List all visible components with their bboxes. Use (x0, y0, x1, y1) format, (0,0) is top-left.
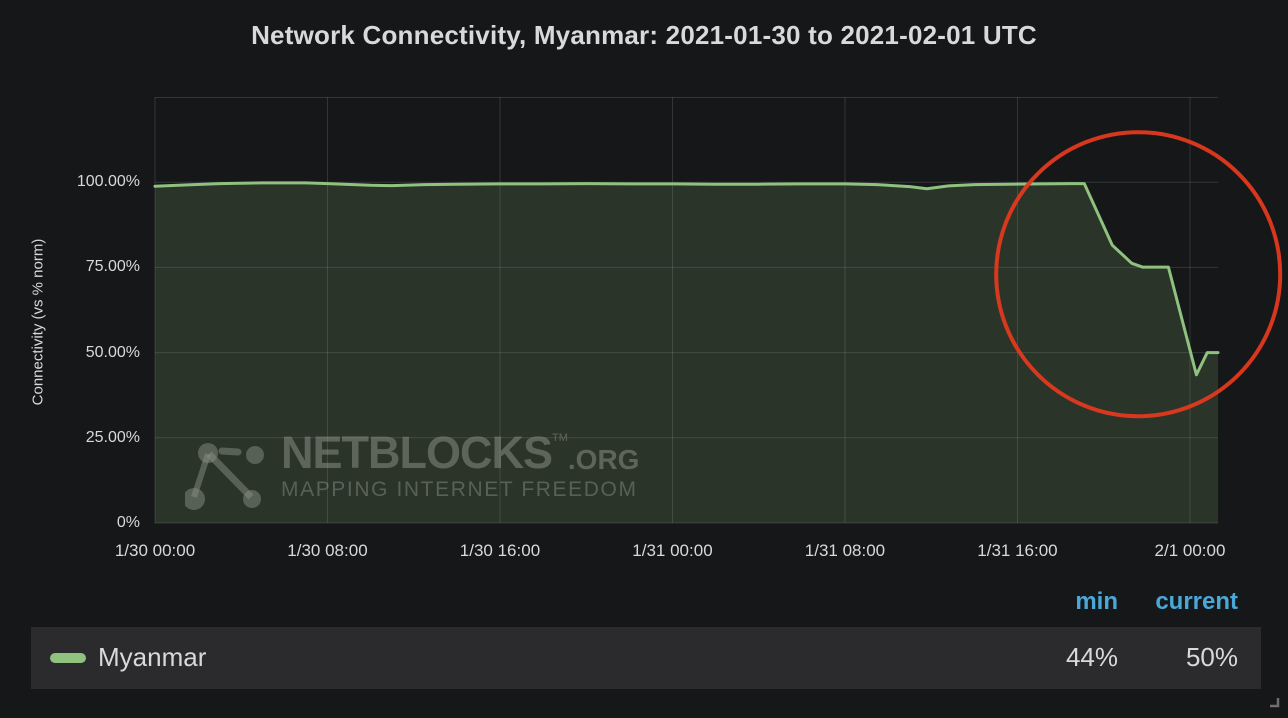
y-axis-tick-labels: 100.00% 75.00% 50.00% 25.00% 0% (0, 97, 148, 531)
x-tick-label: 1/30 00:00 (114, 541, 196, 560)
x-tick-label: 2/1 00:00 (1154, 541, 1226, 560)
y-tick-label: 0% (116, 514, 140, 531)
series-min-value: 44% (1065, 642, 1118, 672)
y-tick-label: 100.00% (76, 173, 140, 191)
legend-row-myanmar[interactable]: Myanmar 44% 50% (31, 627, 1261, 689)
series-color-swatch (50, 653, 86, 663)
x-axis-tick-labels: 1/30 00:00 1/30 08:00 1/30 16:00 1/31 00:00… (115, 541, 1226, 565)
y-tick-label: 50.00% (85, 343, 140, 361)
legend-header-min[interactable]: min (1075, 588, 1118, 615)
x-tick-label: 1/31 08:00 (804, 541, 886, 560)
panel-title: Network Connectivity, Myanmar: 2021-01-3… (251, 20, 1037, 50)
legend-header-row: min current (0, 588, 1288, 618)
series-line (153, 181, 1220, 377)
series-name-label[interactable]: Myanmar (98, 642, 207, 672)
x-tick-label: 1/31 00:00 (632, 541, 713, 560)
x-tick-label: 1/31 16:00 (977, 541, 1058, 560)
legend-header-current[interactable]: current (1155, 588, 1238, 615)
y-tick-label: 25.00% (85, 428, 140, 446)
series-current-value: 50% (1185, 642, 1238, 672)
x-tick-label: 1/30 16:00 (459, 541, 541, 560)
panel-resize-handle[interactable] (1266, 694, 1280, 708)
x-tick-label: 1/30 08:00 (287, 541, 368, 560)
y-tick-label: 75.00% (85, 258, 140, 276)
series-area-fill (155, 182, 1218, 523)
annotation-circle (994, 130, 1283, 419)
connectivity-line-chart[interactable] (153, 97, 1283, 524)
